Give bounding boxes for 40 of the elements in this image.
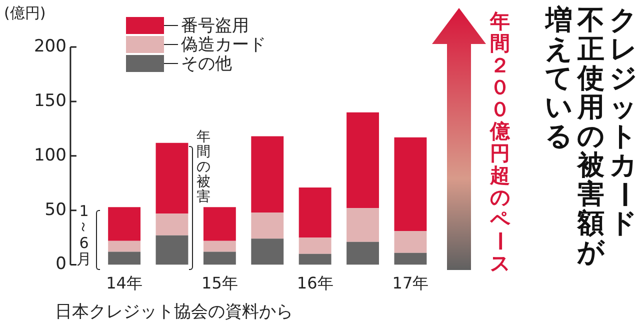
bar — [108, 207, 141, 241]
bar — [156, 214, 188, 236]
bar — [251, 212, 284, 239]
y-tick-label: 200 — [34, 36, 66, 56]
text: 1～6月 — [75, 202, 93, 268]
bar — [394, 252, 427, 265]
bar — [298, 254, 332, 265]
y-axis-title: (億円) — [4, 4, 46, 23]
bar — [156, 235, 188, 265]
x-tick-label: 15年 — [202, 274, 238, 293]
y-tick-label: 50 — [44, 200, 66, 220]
text: 日本クレジット協会の資料から — [55, 301, 293, 323]
x-tick-label: 16年 — [296, 274, 334, 293]
bar — [203, 240, 236, 252]
bar — [156, 142, 188, 214]
bar — [251, 238, 284, 265]
bar — [203, 252, 236, 265]
y-tick-label: 150 — [34, 90, 66, 111]
bar — [346, 242, 379, 265]
y-tick-label: 100 — [34, 145, 66, 166]
text: クレジットカード — [608, 5, 639, 239]
legend-label: 偽造カード — [181, 34, 266, 55]
x-tick-label: 17年 — [392, 274, 429, 293]
bar — [394, 231, 427, 253]
bar — [108, 240, 141, 252]
bar — [346, 208, 379, 242]
bar — [298, 238, 332, 254]
text: 年間２００億円超のペース — [488, 9, 512, 275]
legend-label: その他 — [181, 53, 232, 75]
bar — [108, 252, 141, 265]
legend-label: 番号盗用 — [181, 15, 249, 36]
annotation: 年間の被害 — [196, 129, 211, 205]
text: 不正使用の被害額が増えている — [545, 5, 605, 268]
bar — [394, 137, 427, 232]
bar — [298, 187, 332, 238]
bar — [203, 207, 236, 241]
bar — [251, 136, 284, 213]
y-tick-label: 0 — [56, 254, 66, 274]
x-tick-label: 14年 — [106, 274, 142, 293]
bar — [346, 112, 379, 208]
